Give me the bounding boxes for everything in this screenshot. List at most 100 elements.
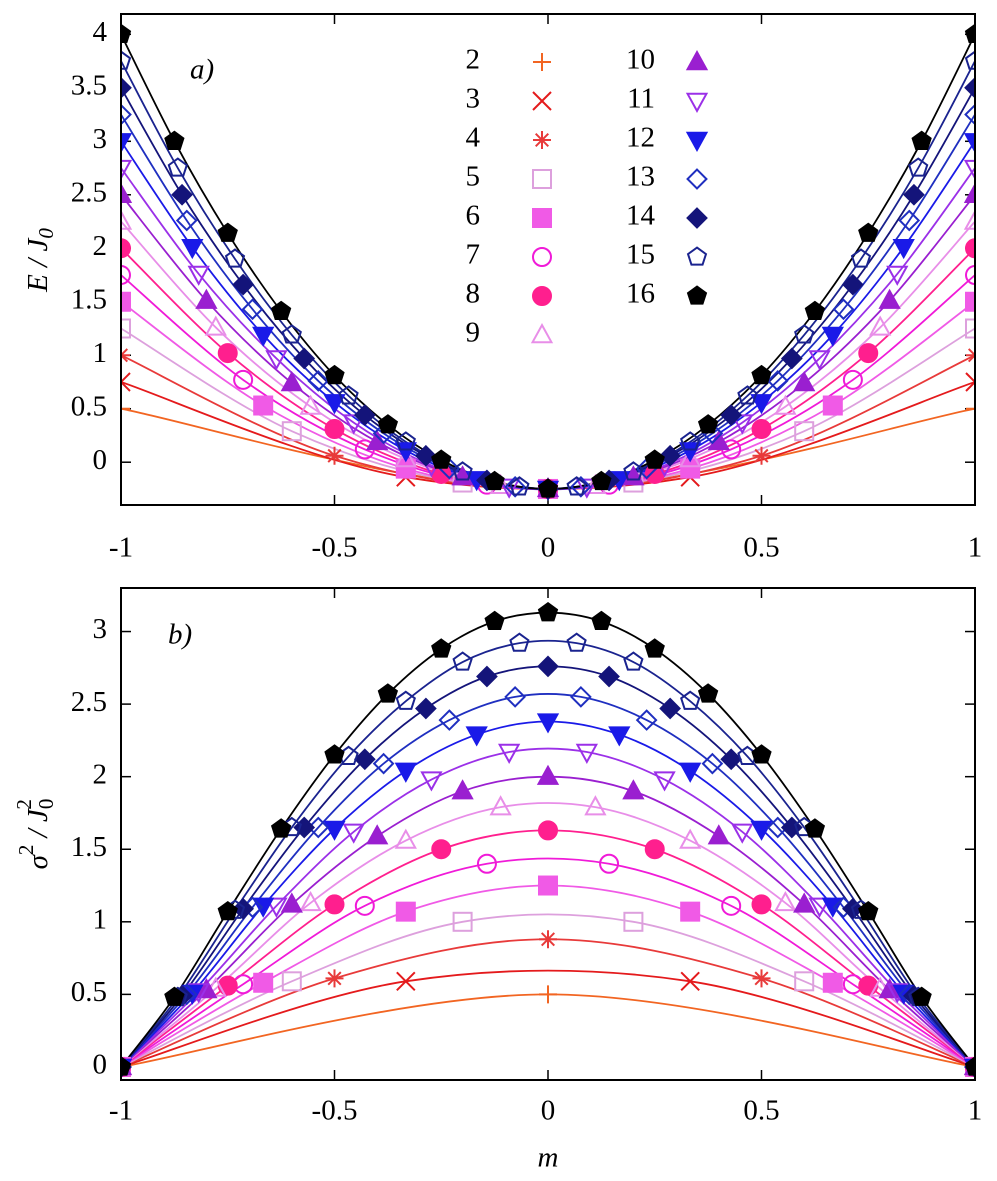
marker — [281, 324, 302, 344]
marker — [323, 394, 346, 415]
y-axis-label: E / J0 — [22, 228, 58, 293]
plot-frame — [120, 13, 976, 506]
marker — [539, 985, 557, 1004]
legend-label: 10 — [626, 44, 655, 76]
marker — [504, 685, 526, 708]
marker — [750, 820, 773, 841]
marker — [608, 726, 631, 747]
marker — [822, 395, 843, 416]
marker — [680, 690, 701, 710]
marker — [121, 209, 133, 230]
marker — [121, 103, 132, 126]
marker — [121, 76, 132, 99]
marker — [963, 133, 975, 154]
legend-label: 11 — [627, 83, 655, 115]
marker — [911, 130, 932, 150]
marker — [599, 853, 620, 874]
marker — [253, 395, 274, 416]
plot-area — [121, 23, 975, 501]
marker — [353, 748, 376, 771]
marker — [325, 446, 344, 465]
marker — [538, 820, 558, 841]
marker — [181, 238, 204, 260]
x-tick-label: -0.5 — [312, 532, 358, 564]
marker — [794, 324, 815, 344]
marker — [204, 315, 227, 336]
x-tick-label: 1 — [968, 532, 983, 564]
marker — [570, 475, 592, 498]
marker — [431, 449, 452, 469]
marker — [686, 168, 708, 190]
curve — [121, 969, 975, 1068]
plot-area — [121, 601, 975, 1079]
legend-label: 15 — [626, 239, 655, 271]
curve — [121, 693, 975, 1068]
marker — [685, 131, 709, 152]
marker — [575, 743, 599, 764]
x-tick-label: -1 — [109, 1095, 133, 1127]
legend-label: 12 — [626, 122, 655, 154]
legend-label: 9 — [466, 317, 481, 349]
y-tick-label: 1.5 — [71, 831, 107, 863]
marker — [659, 444, 681, 467]
label-part: 2 — [14, 845, 38, 856]
marker — [532, 91, 552, 111]
marker — [532, 208, 552, 228]
marker — [509, 476, 530, 496]
marker — [644, 839, 665, 860]
marker — [420, 771, 443, 792]
marker — [963, 159, 975, 181]
curve — [121, 381, 975, 490]
marker — [584, 795, 607, 816]
marker — [963, 209, 975, 230]
marker — [679, 442, 702, 463]
marker — [964, 76, 975, 99]
marker — [842, 273, 864, 296]
marker — [685, 50, 709, 71]
curve — [121, 857, 975, 1068]
marker — [536, 713, 560, 734]
marker — [697, 683, 719, 703]
marker — [121, 133, 133, 154]
marker — [164, 130, 185, 150]
curve — [121, 993, 975, 1068]
marker — [537, 655, 559, 678]
marker — [431, 638, 452, 658]
marker — [686, 207, 708, 229]
marker — [484, 470, 505, 491]
marker — [598, 665, 620, 688]
marker — [622, 779, 645, 800]
marker — [623, 911, 644, 932]
marker — [869, 315, 892, 336]
y-tick-label: 1 — [93, 337, 108, 369]
marker — [659, 697, 681, 720]
marker — [187, 265, 210, 286]
marker — [774, 394, 797, 415]
marker — [452, 461, 473, 481]
marker — [679, 447, 702, 468]
x-tick-label: 0.5 — [743, 1095, 779, 1127]
y-tick-label: 2 — [93, 758, 108, 790]
marker — [530, 323, 554, 344]
marker — [532, 247, 552, 267]
y-tick-label: 0.5 — [71, 390, 107, 422]
marker — [750, 394, 773, 415]
marker — [171, 183, 193, 206]
marker — [766, 370, 789, 392]
x-tick-label: -0.5 — [312, 1095, 358, 1127]
marker — [476, 853, 497, 874]
marker — [623, 651, 644, 671]
marker — [299, 890, 322, 912]
marker — [476, 665, 498, 688]
marker — [680, 971, 700, 992]
marker — [121, 265, 131, 286]
marker — [394, 828, 417, 849]
marker — [963, 182, 975, 203]
marker — [121, 372, 131, 392]
marker — [886, 265, 909, 286]
marker — [121, 1056, 132, 1076]
marker — [570, 685, 592, 708]
marker — [793, 371, 816, 392]
marker — [701, 752, 724, 775]
label-part: E / J — [22, 238, 54, 293]
